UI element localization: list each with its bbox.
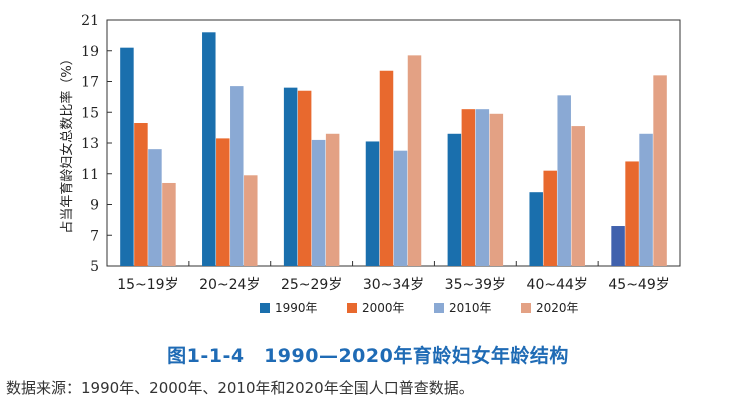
y-tick-label: 13 <box>81 136 99 152</box>
y-tick-label: 7 <box>90 228 99 244</box>
legend-swatch-2020年 <box>521 303 531 313</box>
bar-2010年-20~24岁 <box>230 86 244 266</box>
data-source-note: 数据来源：1990年、2000年、2010年和2020年全国人口普查数据。 <box>6 379 474 397</box>
bar-2010年-45~49岁 <box>639 133 653 266</box>
legend-label-2000年: 2000年 <box>362 301 405 315</box>
axes <box>106 19 681 267</box>
bar-1990年-45~49岁 <box>611 226 625 266</box>
y-tick-labels: 5 7 9 11 13 15 17 19 21 <box>81 13 99 275</box>
bar-1990年-15~19岁 <box>120 47 134 266</box>
bar-2020年-45~49岁 <box>653 75 667 266</box>
x-tick-label: 40~44岁 <box>527 277 588 293</box>
bars <box>120 32 667 267</box>
bar-2000年-30~34岁 <box>379 70 394 266</box>
bar-2010年-40~44岁 <box>557 95 571 267</box>
x-tick-label: 20~24岁 <box>199 277 260 293</box>
bar-2000年-40~44岁 <box>543 170 557 266</box>
y-axis-label: 占当年育龄妇女总数比率（%） <box>59 52 75 233</box>
y-tick-label: 11 <box>81 167 99 183</box>
bar-2010年-35~39岁 <box>475 109 490 266</box>
legend-swatch-1990年 <box>260 303 270 313</box>
bar-2020年-20~24岁 <box>244 175 258 266</box>
bar-2000年-35~39岁 <box>461 109 476 266</box>
legend-label-2020年: 2020年 <box>536 301 579 315</box>
bar-1990年-20~24岁 <box>202 32 216 266</box>
bar-1990年-25~29岁 <box>283 87 298 267</box>
bar-2010年-30~34岁 <box>393 150 408 266</box>
bar-2020年-40~44岁 <box>571 126 585 267</box>
bar-2000年-45~49岁 <box>625 161 639 266</box>
legend-label-1990年: 1990年 <box>275 301 318 315</box>
y-tick-label: 21 <box>81 13 99 29</box>
bar-2020年-35~39岁 <box>489 113 504 266</box>
x-tick-label: 15~19岁 <box>117 277 178 293</box>
x-tick-labels: 15~19岁 20~24岁 25~29岁 30~34岁 35~39岁 40~44岁 45~4… <box>117 277 670 293</box>
bar-2010年-25~29岁 <box>311 139 326 266</box>
legend: 1990年 2000年 2010年 2020年 <box>260 301 579 315</box>
bar-2020年-30~34岁 <box>407 55 422 266</box>
legend-swatch-2010年 <box>434 303 444 313</box>
bar-2020年-25~29岁 <box>325 133 340 266</box>
y-tick-label: 5 <box>90 259 99 275</box>
bar-2010年-15~19岁 <box>148 149 162 266</box>
bar-chart: 15~19岁 20~24岁 25~29岁 30~34岁 35~39岁 40~44岁 45~4… <box>59 13 681 315</box>
y-tick-label: 9 <box>90 198 99 214</box>
y-tick-label: 17 <box>81 75 99 91</box>
figure-caption: 图1-1-4 1990—2020年育龄妇女年龄结构 <box>167 345 569 367</box>
bar-2000年-25~29岁 <box>297 90 312 266</box>
bar-1990年-35~39岁 <box>447 133 462 266</box>
y-tick-label: 15 <box>81 105 99 121</box>
bar-2020年-15~19岁 <box>162 182 176 266</box>
x-tick-label: 30~34岁 <box>363 277 424 293</box>
y-tick-label: 19 <box>81 44 99 60</box>
bar-2000年-20~24岁 <box>216 138 230 266</box>
bar-1990年-30~34岁 <box>365 141 380 266</box>
x-tick-label: 25~29岁 <box>281 277 342 293</box>
legend-swatch-2000年 <box>347 303 357 313</box>
plot-frame <box>106 19 681 267</box>
legend-label-2010年: 2010年 <box>449 301 492 315</box>
bar-2000年-15~19岁 <box>134 123 148 266</box>
x-tick-label: 45~49岁 <box>608 277 669 293</box>
x-tick-label: 35~39岁 <box>445 277 506 293</box>
bar-1990年-40~44岁 <box>529 192 543 266</box>
